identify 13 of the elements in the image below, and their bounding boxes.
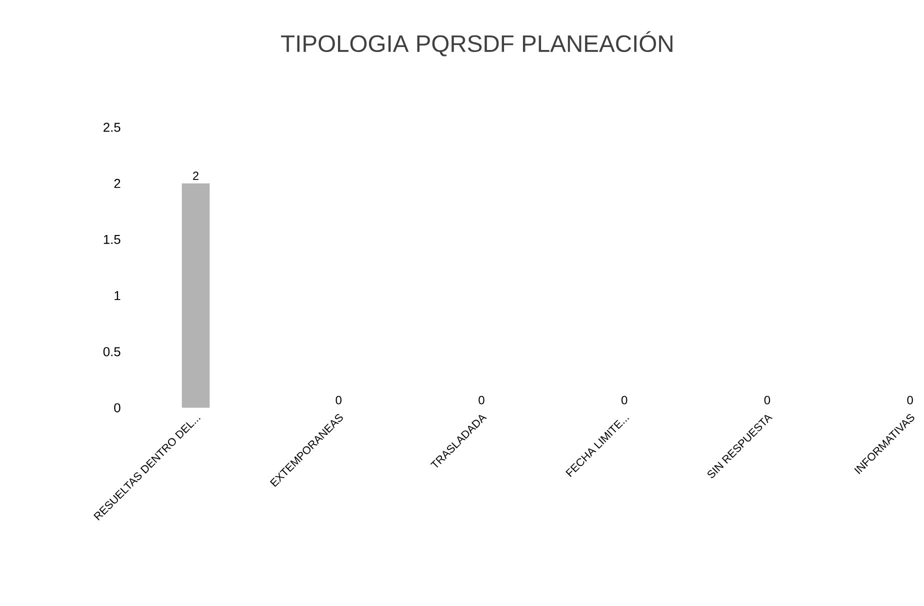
data-label: 0: [336, 396, 342, 404]
data-label: 2: [193, 172, 198, 180]
data-label: 0: [764, 396, 770, 404]
y-tick-label: 0: [114, 403, 120, 412]
y-tick-label: 1.5: [104, 235, 120, 244]
y-tick-label: 2.5: [104, 122, 120, 132]
y-tick-label: 2: [114, 179, 120, 188]
y-tick-label: 1: [114, 291, 120, 300]
chart-title: TIPOLOGIA PQRSDF PLANEACIÓN: [281, 31, 672, 56]
data-label: 0: [478, 396, 484, 404]
y-tick-label: 0.5: [103, 347, 120, 356]
data-label: 0: [907, 396, 913, 404]
data-label: 0: [622, 396, 628, 404]
